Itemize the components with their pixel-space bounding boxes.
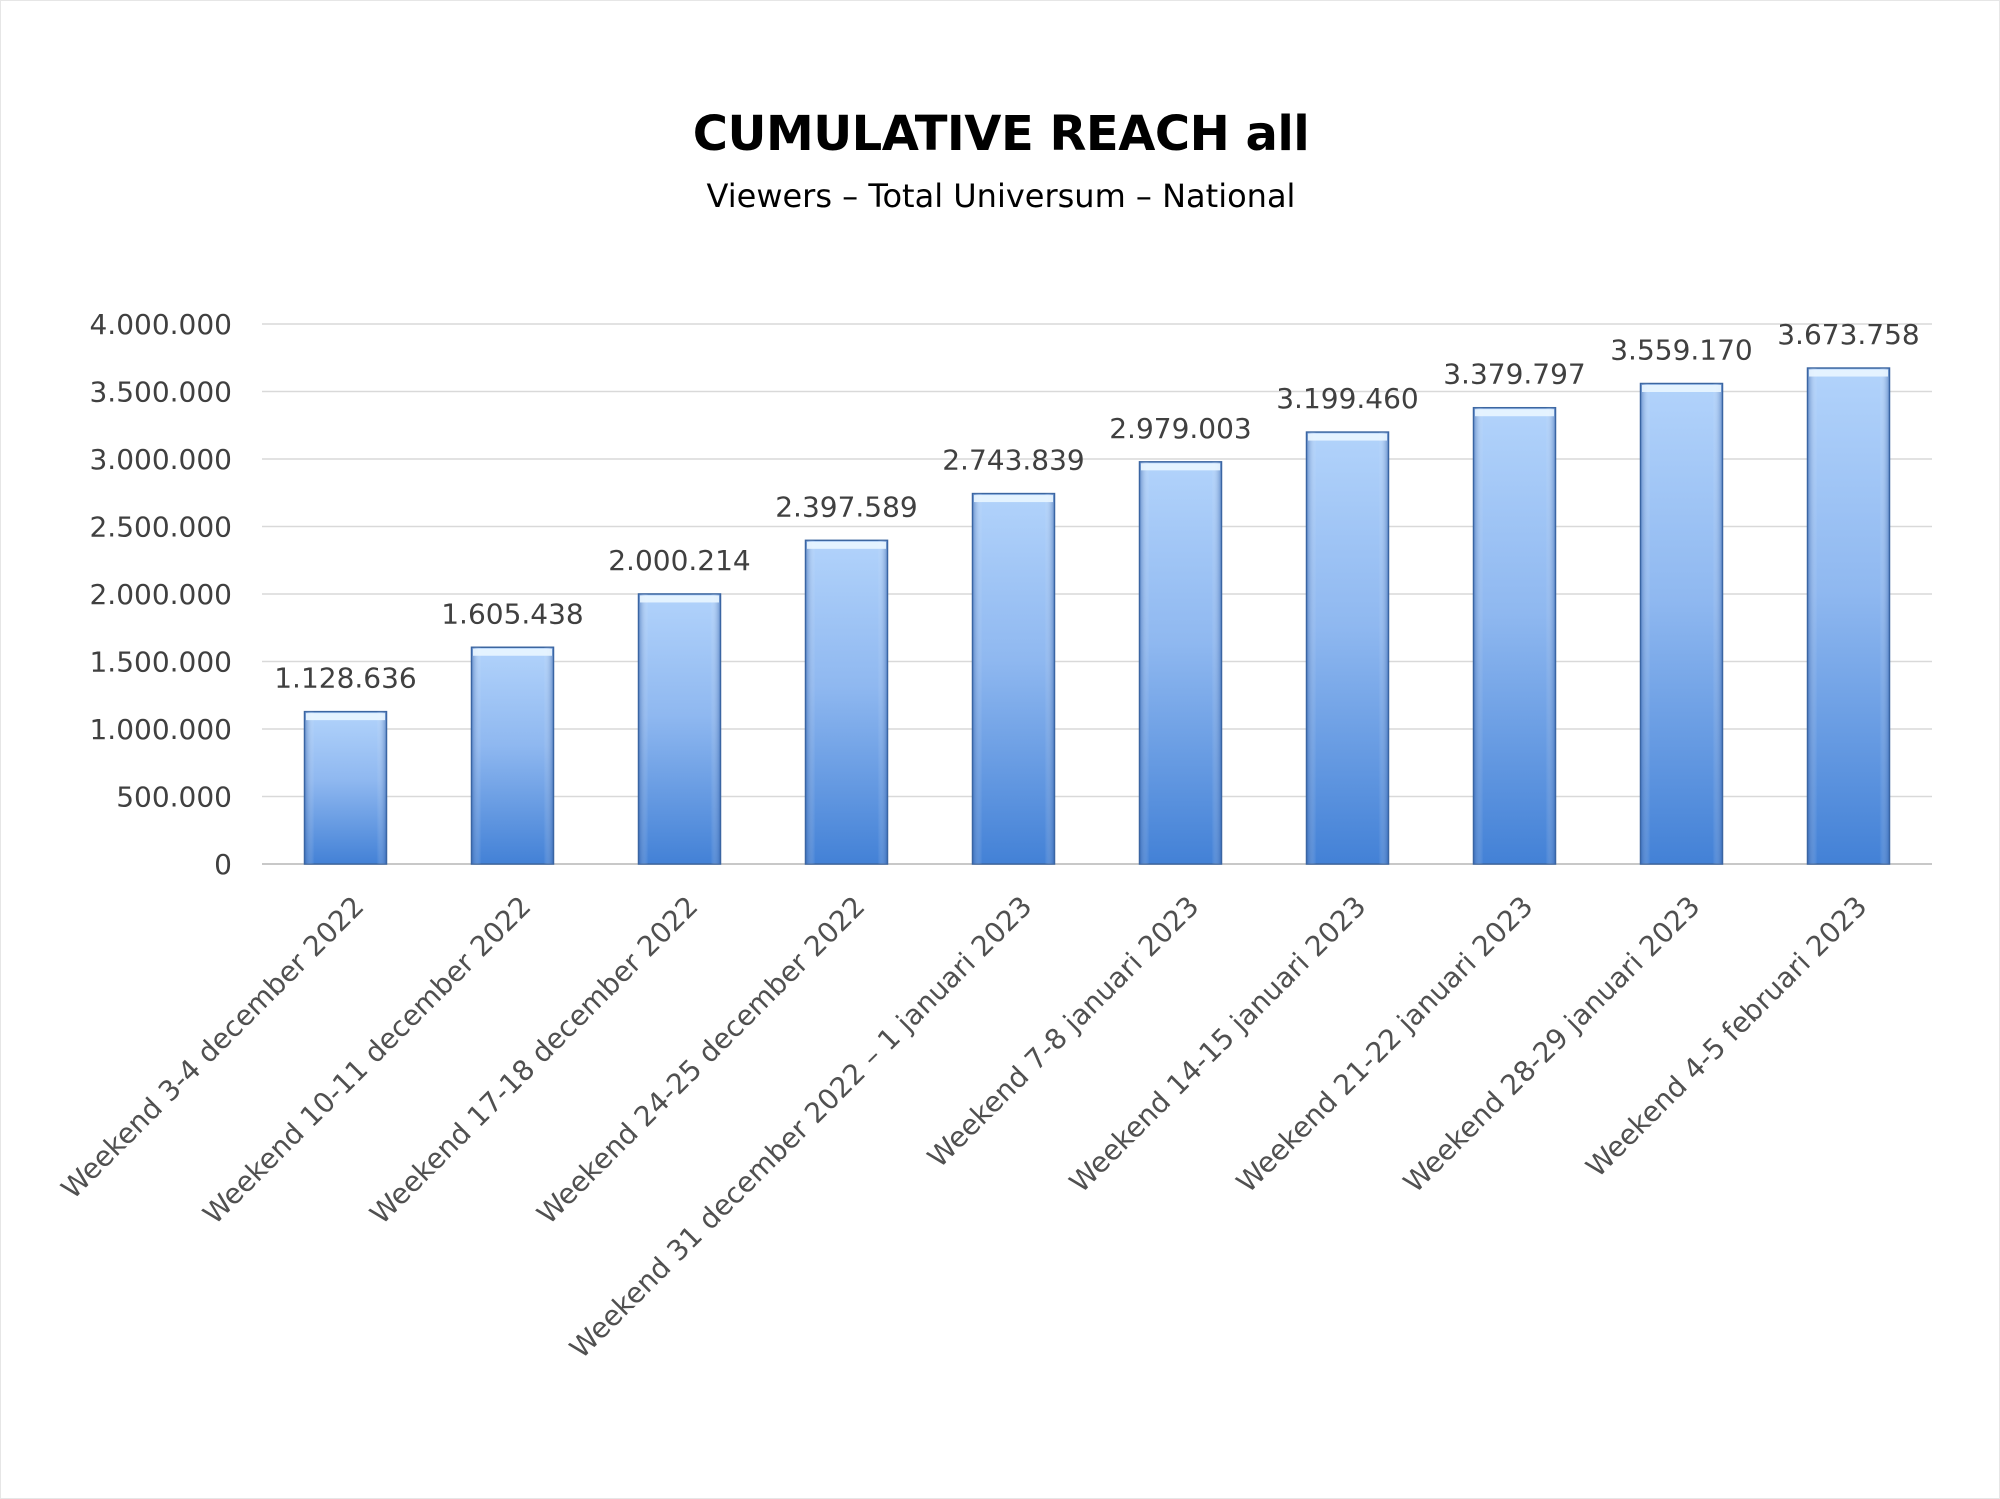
bar	[1138, 461, 1223, 865]
bar-top-highlight	[1809, 369, 1888, 377]
x-tick-label: Weekend 24-25 december 2022	[530, 890, 871, 1231]
bar-top-highlight	[306, 713, 385, 721]
y-tick-label: 500.000	[116, 781, 232, 814]
bar	[1639, 382, 1724, 865]
bar-top-highlight	[1642, 385, 1721, 393]
data-label: 3.673.758	[1777, 318, 1920, 351]
bar	[303, 710, 388, 865]
bar-shading	[304, 711, 387, 864]
x-tick-label: Weekend 14-15 januari 2023	[1063, 890, 1372, 1199]
data-label: 2.979.003	[1109, 412, 1252, 445]
bar-top-highlight	[1475, 409, 1554, 417]
bar	[1305, 431, 1390, 865]
bar-shading	[638, 593, 721, 864]
y-tick-label: 2.500.000	[89, 511, 232, 544]
bar-shading	[1306, 432, 1389, 864]
data-label: 2.000.214	[608, 544, 751, 577]
y-tick-label: 0	[214, 848, 232, 881]
y-tick-label: 3.500.000	[89, 376, 232, 409]
data-labels: 1.128.636 1.605.438 2.000.214 2.397.589 2.74…	[274, 318, 1920, 695]
x-tick-label: Weekend 3-4 december 2022	[55, 890, 371, 1206]
y-tick-label: 1.000.000	[89, 713, 232, 746]
bars	[303, 367, 1891, 865]
data-label: 3.559.170	[1610, 334, 1753, 367]
x-tick-label: Weekend 28-29 januari 2023	[1397, 890, 1706, 1199]
x-tick-label: Weekend 7-8 januari 2023	[921, 890, 1205, 1174]
bar-shading	[1139, 461, 1222, 864]
data-label: 2.397.589	[775, 490, 918, 523]
bar-top-highlight	[473, 648, 552, 656]
bar	[637, 593, 722, 865]
bar-shading	[805, 540, 888, 864]
y-axis-ticks: 0 500.000 1.000.000 1.500.000 2.000.000 2.500…	[89, 308, 232, 881]
data-label: 1.128.636	[274, 662, 417, 695]
y-tick-label: 2.000.000	[89, 578, 232, 611]
y-tick-label: 4.000.000	[89, 308, 232, 341]
x-tick-label: Weekend 17-18 december 2022	[363, 890, 704, 1231]
bar-top-highlight	[1308, 433, 1387, 441]
bar-shading	[1640, 383, 1723, 864]
data-label: 3.199.460	[1276, 382, 1419, 415]
x-tick-label: Weekend 21-22 januari 2023	[1230, 890, 1539, 1199]
data-label: 1.605.438	[441, 597, 584, 630]
bar-top-highlight	[1141, 463, 1220, 471]
x-tick-label: Weekend 10-11 december 2022	[196, 890, 537, 1231]
bar	[1472, 406, 1557, 865]
bar-shading	[1807, 368, 1890, 864]
chart-subtitle: Viewers – Total Universum – National	[706, 177, 1296, 215]
bar	[470, 646, 555, 865]
y-tick-label: 1.500.000	[89, 646, 232, 679]
bar	[804, 539, 889, 865]
x-tick-label: Weekend 4-5 februari 2023	[1579, 890, 1873, 1184]
bar-top-highlight	[974, 495, 1053, 503]
bar-shading	[1473, 407, 1556, 864]
bar-shading	[972, 493, 1055, 864]
data-label: 3.379.797	[1443, 358, 1586, 391]
y-tick-label: 3.000.000	[89, 443, 232, 476]
bar	[1806, 367, 1891, 865]
chart-title: CUMULATIVE REACH all	[692, 106, 1310, 162]
bar-shading	[471, 647, 554, 864]
bar	[971, 492, 1056, 865]
bar-top-highlight	[640, 595, 719, 603]
bar-top-highlight	[807, 541, 886, 549]
data-label: 2.743.839	[942, 444, 1085, 477]
